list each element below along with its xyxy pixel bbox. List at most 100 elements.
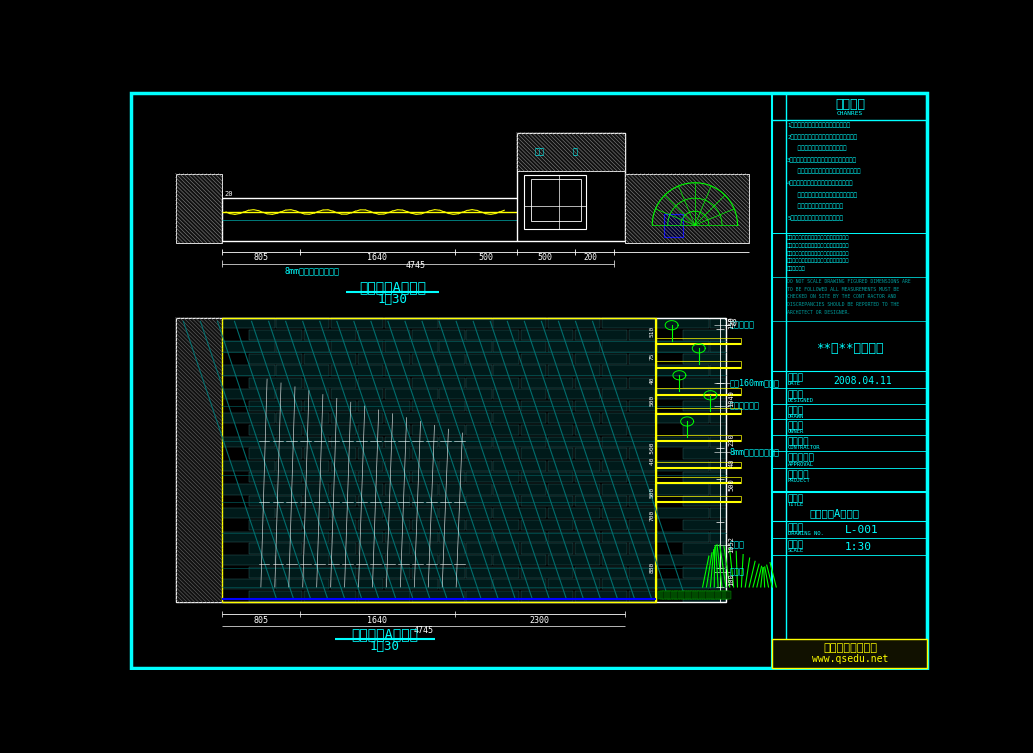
Bar <box>412 472 465 482</box>
Text: www.qsedu.net: www.qsedu.net <box>812 654 888 663</box>
Text: 流金板天花: 流金板天花 <box>729 321 755 330</box>
Bar <box>222 579 275 590</box>
Bar <box>683 543 726 554</box>
Bar <box>656 407 742 413</box>
Bar <box>711 437 726 447</box>
Bar <box>521 543 573 554</box>
Bar <box>547 484 600 495</box>
Bar <box>656 365 709 376</box>
Bar <box>357 591 410 602</box>
Bar <box>656 462 742 468</box>
Bar <box>692 591 698 599</box>
Text: DRAWN: DRAWN <box>788 413 804 419</box>
Bar <box>547 461 600 471</box>
Text: 1052: 1052 <box>728 536 734 553</box>
Bar <box>412 425 465 435</box>
Bar <box>466 520 519 530</box>
Bar <box>656 413 709 423</box>
Bar <box>331 579 383 590</box>
Bar <box>711 319 726 328</box>
Bar <box>412 567 465 578</box>
Bar <box>547 319 600 328</box>
Bar <box>304 567 356 578</box>
Bar <box>656 508 709 519</box>
Bar <box>714 591 720 599</box>
Bar <box>385 413 438 423</box>
Bar <box>629 472 656 482</box>
Bar <box>304 425 356 435</box>
Text: **饰**计设中心: **饰**计设中心 <box>816 342 883 355</box>
Text: 1049: 1049 <box>728 390 734 407</box>
Bar <box>222 461 275 471</box>
Bar <box>494 484 546 495</box>
Bar <box>222 318 656 602</box>
Text: 能开始施工。: 能开始施工。 <box>787 266 806 271</box>
Bar <box>277 319 330 328</box>
Text: 500: 500 <box>650 486 655 498</box>
Bar <box>357 425 410 435</box>
Bar <box>494 437 546 447</box>
Text: 工工艺参照行业标准，施工前必须认真阅读本: 工工艺参照行业标准，施工前必须认真阅读本 <box>787 242 849 248</box>
Text: CHANRES: CHANRES <box>837 111 863 116</box>
Bar <box>574 425 627 435</box>
Bar <box>304 496 356 506</box>
Text: DRAWING NO.: DRAWING NO. <box>788 531 823 536</box>
Bar <box>466 377 519 388</box>
Bar <box>249 377 302 388</box>
Bar <box>357 448 410 459</box>
Bar <box>656 338 742 344</box>
Bar <box>466 354 519 364</box>
Text: 1：30: 1：30 <box>370 640 400 653</box>
Bar <box>494 319 546 328</box>
Text: 图业主最终决定，应由甲乙双方认可，: 图业主最终决定，应由甲乙双方认可， <box>787 192 857 197</box>
Bar <box>521 401 573 411</box>
Text: 图　号: 图 号 <box>788 523 804 532</box>
Bar <box>412 377 465 388</box>
Bar <box>677 591 683 599</box>
Bar <box>629 496 656 506</box>
Bar <box>304 330 356 340</box>
Bar <box>412 448 465 459</box>
Text: 40: 40 <box>728 458 734 467</box>
Bar <box>602 413 655 423</box>
Bar <box>466 401 519 411</box>
Text: 2、施工时，如测中尺寸与现场尺寸有误差，: 2、施工时，如测中尺寸与现场尺寸有误差， <box>787 134 857 140</box>
Bar <box>439 341 492 352</box>
Bar <box>439 508 492 519</box>
Bar <box>602 389 655 399</box>
Bar <box>574 567 627 578</box>
Bar <box>304 472 356 482</box>
Bar <box>277 556 330 566</box>
Text: 500: 500 <box>538 253 553 262</box>
Bar <box>656 556 709 566</box>
Text: CONTRACTOR: CONTRACTOR <box>788 444 820 450</box>
Bar <box>222 437 275 447</box>
Bar <box>385 508 438 519</box>
Bar <box>277 508 330 519</box>
Bar <box>357 401 410 411</box>
Bar <box>277 484 330 495</box>
Bar <box>222 508 275 519</box>
Bar <box>683 591 726 602</box>
Text: 图，一般情况内用建筑业图标，施工人员必须: 图，一般情况内用建筑业图标，施工人员必须 <box>787 251 849 255</box>
Text: 入户花园A平面图: 入户花园A平面图 <box>359 280 427 294</box>
Bar <box>683 425 726 435</box>
Text: 700: 700 <box>650 510 655 521</box>
Bar <box>574 330 627 340</box>
Bar <box>602 532 655 541</box>
Bar <box>547 437 600 447</box>
Bar <box>711 461 726 471</box>
Bar <box>683 472 726 482</box>
Bar <box>331 389 383 399</box>
Bar <box>412 591 465 602</box>
Bar <box>656 389 742 395</box>
Text: 图　名: 图 名 <box>788 494 804 503</box>
Bar <box>412 354 465 364</box>
Bar <box>357 472 410 482</box>
Bar <box>664 214 683 236</box>
Text: APPROVAL: APPROVAL <box>788 462 814 467</box>
Bar <box>656 437 709 447</box>
Text: 20: 20 <box>224 191 232 197</box>
Bar <box>331 341 383 352</box>
Bar <box>412 543 465 554</box>
